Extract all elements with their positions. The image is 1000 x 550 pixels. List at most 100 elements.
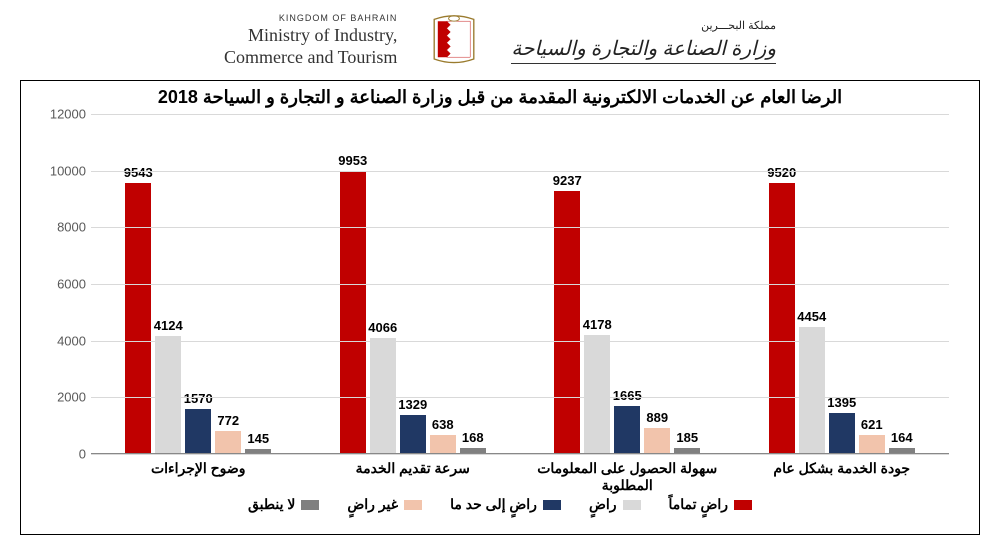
- bar-value-label: 1329: [398, 397, 427, 412]
- bar-rect: [674, 448, 700, 453]
- gridline: [91, 227, 949, 228]
- bar-rect: [430, 435, 456, 453]
- bar-rect: [644, 428, 670, 453]
- bar-value-label: 164: [891, 430, 913, 445]
- bar-value-label: 772: [217, 413, 239, 428]
- bar: 4454: [799, 309, 825, 453]
- y-tick-label: 4000: [41, 333, 86, 348]
- legend-label: راضٍ: [589, 496, 617, 513]
- bar-value-label: 621: [861, 417, 883, 432]
- x-tick-label: وضوح الإجراءات: [91, 460, 306, 494]
- bar-rect: [799, 327, 825, 453]
- header-arabic: مملكة البحـــرين وزارة الصناعة والتجارة …: [511, 19, 776, 64]
- bar: 164: [889, 430, 915, 453]
- ministry-ar: وزارة الصناعة والتجارة والسياحة: [511, 36, 776, 64]
- bar: 1395: [829, 395, 855, 453]
- page-header: KINGDOM OF BAHRAIN Ministry of Industry,…: [0, 0, 1000, 80]
- bar-value-label: 4124: [154, 318, 183, 333]
- bar-value-label: 1665: [613, 388, 642, 403]
- bar: 185: [674, 430, 700, 453]
- bar-value-label: 168: [462, 430, 484, 445]
- bar: 1329: [400, 397, 426, 453]
- bar-value-label: 889: [646, 410, 668, 425]
- bar-rect: [125, 183, 151, 453]
- bar-rect: [340, 171, 366, 453]
- legend-item: غير راضٍ: [347, 496, 422, 513]
- gridline: [91, 454, 949, 455]
- bar: 4178: [584, 317, 610, 453]
- y-tick-label: 12000: [41, 107, 86, 122]
- bar: 889: [644, 410, 670, 453]
- legend-item: لا ينطبق: [248, 496, 319, 513]
- plot-area: 9543412415707721459953406613296381689237…: [91, 114, 949, 454]
- bar-rect: [584, 335, 610, 453]
- bar: 9953: [340, 153, 366, 453]
- x-tick-label: سهولة الحصول على المعلومات المطلوبة: [520, 460, 735, 494]
- legend-item: راضٍ إلى حد ما: [450, 496, 561, 513]
- bar-value-label: 4454: [797, 309, 826, 324]
- bar-rect: [460, 448, 486, 453]
- legend-item: راضٍ تماماً: [669, 496, 753, 513]
- ministry-en-line1: Ministry of Industry,: [224, 25, 397, 47]
- bar-rect: [554, 191, 580, 453]
- bar: 145: [245, 431, 271, 453]
- bar: 9237: [554, 173, 580, 453]
- kingdom-en: KINGDOM OF BAHRAIN: [224, 13, 397, 23]
- legend-label: غير راضٍ: [347, 496, 398, 513]
- bar-value-label: 4178: [583, 317, 612, 332]
- legend-swatch: [301, 500, 319, 510]
- bar-rect: [245, 449, 271, 453]
- legend-label: راضٍ تماماً: [669, 496, 729, 513]
- bar-value-label: 9520: [767, 165, 796, 180]
- y-tick-label: 10000: [41, 163, 86, 178]
- bar: 1570: [185, 391, 211, 453]
- bar: 9520: [769, 165, 795, 453]
- y-tick-label: 0: [41, 447, 86, 462]
- bar-rect: [829, 413, 855, 453]
- bar-value-label: 145: [247, 431, 269, 446]
- bar: 9543: [125, 165, 151, 453]
- bar: 638: [430, 417, 456, 453]
- bar-rect: [769, 183, 795, 453]
- bar-rect: [889, 448, 915, 453]
- x-tick-label: سرعة تقديم الخدمة: [306, 460, 521, 494]
- bar-rect: [400, 415, 426, 453]
- chart-container: الرضا العام عن الخدمات الالكترونية المقد…: [20, 80, 980, 535]
- bar: 621: [859, 417, 885, 453]
- legend-swatch: [734, 500, 752, 510]
- gridline: [91, 284, 949, 285]
- bar-value-label: 9543: [124, 165, 153, 180]
- bar-rect: [370, 338, 396, 453]
- bar: 772: [215, 413, 241, 453]
- gridline: [91, 397, 949, 398]
- x-axis: وضوح الإجراءاتسرعة تقديم الخدمةسهولة الح…: [91, 460, 949, 494]
- ministry-en-line2: Commerce and Tourism: [224, 47, 397, 69]
- gridline: [91, 171, 949, 172]
- bar-rect: [614, 406, 640, 453]
- bahrain-emblem-icon: [427, 14, 481, 68]
- chart-title: الرضا العام عن الخدمات الالكترونية المقد…: [41, 87, 959, 108]
- y-tick-label: 8000: [41, 220, 86, 235]
- legend-swatch: [404, 500, 422, 510]
- header-english: KINGDOM OF BAHRAIN Ministry of Industry,…: [224, 13, 397, 68]
- bar-rect: [155, 336, 181, 453]
- bar-value-label: 638: [432, 417, 454, 432]
- x-tick-label: جودة الخدمة بشكل عام: [735, 460, 950, 494]
- legend-swatch: [543, 500, 561, 510]
- chart-legend: راضٍ تماماً راضٍ راضٍ إلى حد ما غير راضٍ لا …: [41, 496, 959, 513]
- bar-value-label: 9237: [553, 173, 582, 188]
- legend-item: راضٍ: [589, 496, 641, 513]
- bar-rect: [859, 435, 885, 453]
- y-tick-label: 6000: [41, 277, 86, 292]
- bar-rect: [185, 409, 211, 453]
- legend-label: لا ينطبق: [248, 496, 295, 513]
- bar-value-label: 9953: [338, 153, 367, 168]
- legend-swatch: [623, 500, 641, 510]
- bar: 4124: [155, 318, 181, 453]
- y-tick-label: 2000: [41, 390, 86, 405]
- bar: 168: [460, 430, 486, 453]
- gridline: [91, 341, 949, 342]
- bar-value-label: 185: [676, 430, 698, 445]
- bar-rect: [215, 431, 241, 453]
- legend-label: راضٍ إلى حد ما: [450, 496, 537, 513]
